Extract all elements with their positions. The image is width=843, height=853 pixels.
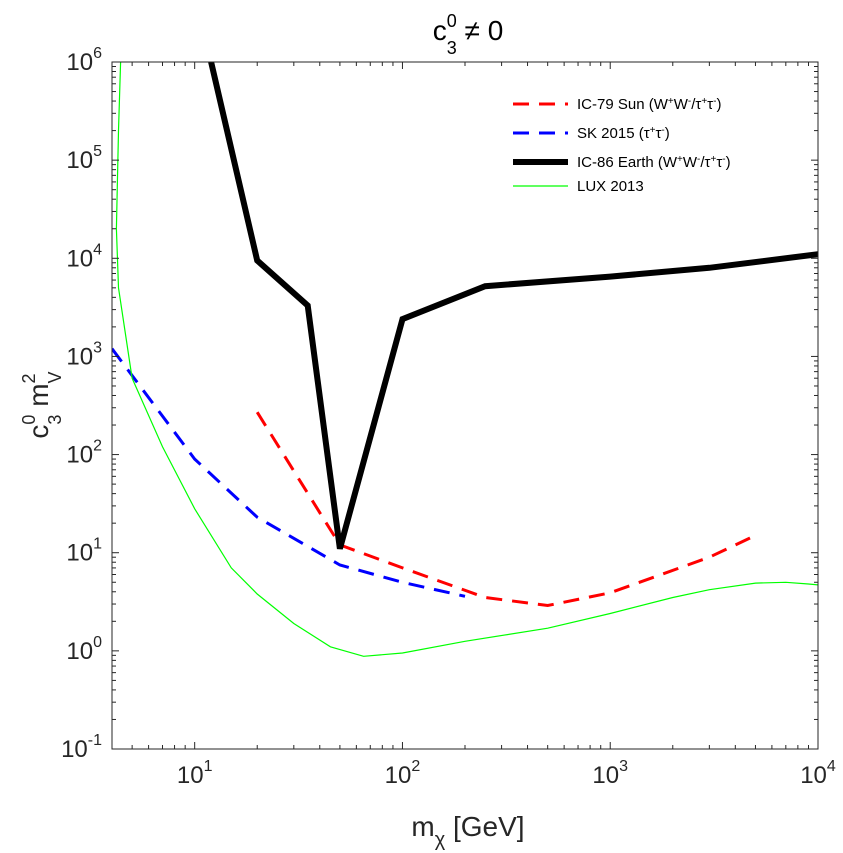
y-tick-label: 106 bbox=[66, 45, 102, 76]
label-layer: 101 102 103 104 10-1 100 101 102 103 104 105 106 c0 3… bbox=[19, 11, 836, 851]
y-tick-label: 101 bbox=[66, 536, 102, 567]
series-layer bbox=[112, 62, 818, 657]
y-tick-label: 104 bbox=[66, 241, 102, 272]
legend-label-2: IC-86 Earth (W+W-/τ+τ-) bbox=[577, 154, 731, 172]
x-tick-label: 102 bbox=[385, 758, 421, 789]
y-tick-label: 105 bbox=[66, 143, 102, 174]
legend-label-3: LUX 2013 bbox=[577, 178, 644, 195]
series-line-2 bbox=[208, 62, 818, 550]
y-tick-label: 103 bbox=[66, 339, 102, 370]
tick-layer bbox=[111, 61, 819, 750]
chart-title: c0 3 ≠ 0 bbox=[433, 11, 504, 58]
y-axis-label: c0 3 m2 V bbox=[19, 371, 65, 438]
y-tick-label: 102 bbox=[66, 438, 102, 469]
x-tick-label: 101 bbox=[177, 758, 213, 789]
y-tick-label: 100 bbox=[66, 634, 102, 665]
legend: IC-79 Sun (W+W-/τ+τ-) SK 2015 (τ+τ-) IC-86… bbox=[513, 96, 731, 195]
series-line-1 bbox=[112, 347, 466, 598]
x-tick-label: 103 bbox=[592, 758, 628, 789]
legend-label-0: IC-79 Sun (W+W-/τ+τ-) bbox=[577, 96, 721, 114]
x-axis-label: mχ [GeV] bbox=[411, 811, 524, 851]
series-line-3 bbox=[115, 62, 818, 657]
legend-label-1: SK 2015 (τ+τ-) bbox=[577, 125, 670, 143]
x-tick-label: 104 bbox=[800, 758, 836, 789]
y-tick-label: 10-1 bbox=[61, 732, 102, 763]
series-line-0 bbox=[255, 411, 757, 608]
